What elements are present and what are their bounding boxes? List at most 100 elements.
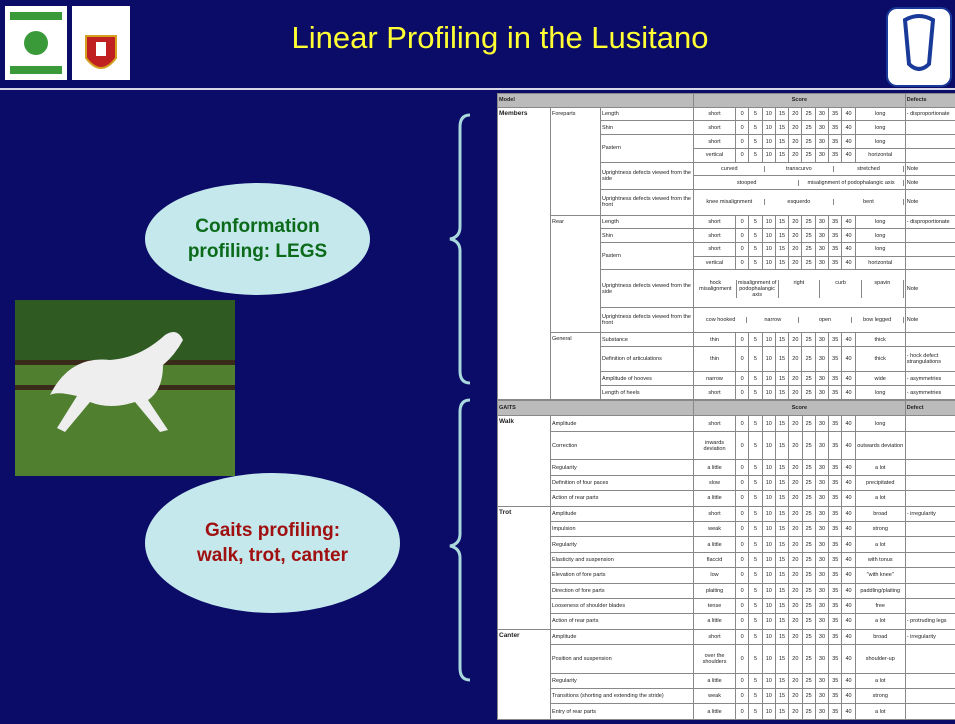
score-cell: 20: [788, 490, 803, 507]
score-cell: 20: [788, 703, 803, 720]
score-cell: 10: [761, 385, 776, 400]
score-cell: 25: [801, 345, 816, 373]
high-label: long: [854, 120, 906, 136]
table-row: General Substance thin 0 5 10 15 20 25 30 35 40 thic…: [498, 332, 955, 400]
group-cell: Walk: [497, 415, 551, 507]
header-cell: GAITS: [496, 399, 695, 417]
score-cell: 25: [801, 241, 816, 257]
high-label: with tonus: [854, 551, 906, 569]
trait-cell: Uprightness defects viewed from the fron…: [600, 306, 694, 334]
score-cell: 35: [828, 430, 843, 461]
score-cell: 40: [841, 106, 856, 122]
defect-cell: - irregularity: [904, 628, 955, 646]
score-cell: 5: [748, 371, 763, 387]
score-cell: 30: [814, 644, 830, 674]
low-label: a little: [693, 536, 737, 553]
header-cell: Score: [693, 399, 906, 417]
score-cell: 0: [734, 147, 750, 163]
score-cell: 10: [761, 332, 776, 347]
score-cell: 20: [788, 613, 803, 630]
score-cell: 30: [814, 345, 830, 373]
table-row: Transitions (shorting and extending the …: [498, 688, 955, 705]
score-cell: 5: [748, 490, 763, 507]
score-cell: 25: [801, 490, 816, 507]
low-label: tense: [693, 597, 737, 615]
score-cell: 30: [814, 228, 830, 243]
score-cell: 15: [774, 703, 790, 720]
score-cell: 40: [841, 520, 856, 538]
score-cell: 5: [748, 120, 763, 136]
score-cell: 0: [735, 628, 750, 646]
option: misalignment of podophalangic axis: [799, 179, 904, 186]
score-cell: 10: [761, 255, 776, 271]
low-label: a little: [693, 672, 737, 690]
high-label: horizontal: [854, 255, 906, 271]
score-cell: 40: [841, 536, 856, 553]
score-cell: 20: [788, 106, 803, 122]
trait-cell: Transitions (shorting and extending the …: [549, 688, 695, 705]
score-cell: 25: [801, 106, 816, 122]
defect-cell: - irregularity: [904, 505, 955, 522]
score-cell: 0: [735, 597, 750, 615]
score-cell: 35: [828, 147, 843, 163]
options-cell: hock misalignment misalignment of podopha…: [693, 269, 906, 308]
score-cell: 0: [734, 255, 750, 271]
defect-cell: [904, 415, 955, 432]
conformation-table: Model Score Defects Members Foreparts Length s…: [497, 93, 955, 401]
score-cell: 35: [828, 371, 843, 387]
score-cell: 0: [734, 345, 750, 373]
trait-cell: Definition of articulations: [600, 345, 694, 373]
score-cell: 30: [814, 120, 830, 136]
score-cell: 5: [748, 672, 763, 690]
score-cell: 10: [761, 106, 776, 122]
score-cell: 40: [841, 628, 856, 646]
score-cell: 5: [748, 385, 763, 400]
header-cell: Defect: [904, 399, 955, 417]
score-cell: 10: [761, 147, 776, 163]
score-cell: 20: [788, 228, 803, 243]
table-row: Length of heels short 0 5 10 15 20 25 30 35 40 long…: [498, 385, 955, 400]
defect-cell: [904, 536, 955, 553]
low-label: vertical: [693, 255, 736, 271]
trait-cell: Amplitude: [549, 505, 695, 522]
score-cell: 25: [801, 672, 816, 690]
score-cell: 5: [748, 536, 763, 553]
option: right: [779, 279, 821, 298]
low-label: short: [693, 214, 736, 230]
score-cell: 5: [748, 597, 763, 615]
note-cell: Note: [904, 269, 955, 308]
option: stooped: [695, 179, 800, 186]
score-cell: 5: [748, 474, 763, 492]
score-cell: 5: [748, 644, 763, 674]
score-cell: 30: [814, 106, 830, 122]
options-cell: curved transcurvo stretched: [693, 161, 906, 177]
score-cell: 0: [735, 582, 750, 599]
score-cell: 20: [788, 332, 803, 347]
score-cell: 0: [735, 644, 750, 674]
high-label: "with knee": [854, 567, 906, 584]
score-cell: 25: [801, 474, 816, 492]
option: bow legged: [852, 316, 904, 323]
score-cell: 10: [761, 228, 776, 243]
score-cell: 35: [828, 520, 843, 538]
score-cell: 10: [761, 345, 776, 373]
score-cell: 20: [788, 628, 803, 646]
score-cell: 0: [734, 134, 750, 149]
low-label: short: [693, 628, 737, 646]
score-cell: 15: [774, 134, 790, 149]
score-cell: 10: [761, 613, 776, 630]
options: hock misalignment misalignment of podopha…: [695, 279, 904, 298]
score-cell: 20: [788, 597, 803, 615]
trait-cell: Correction: [549, 430, 695, 461]
score-cell: 25: [801, 332, 816, 347]
score-cell: 15: [774, 474, 790, 492]
high-label: horizontal: [854, 147, 906, 163]
note-cell: Note: [904, 306, 955, 334]
low-label: slow: [693, 474, 737, 492]
high-label: strong: [854, 520, 906, 538]
trait-cell: Elasticity and suspension: [549, 551, 695, 569]
score-cell: 35: [828, 228, 843, 243]
options: stooped misalignment of podophalangic axi…: [695, 179, 904, 186]
score-cell: 10: [761, 214, 776, 230]
option: hock misalignment: [695, 279, 737, 298]
